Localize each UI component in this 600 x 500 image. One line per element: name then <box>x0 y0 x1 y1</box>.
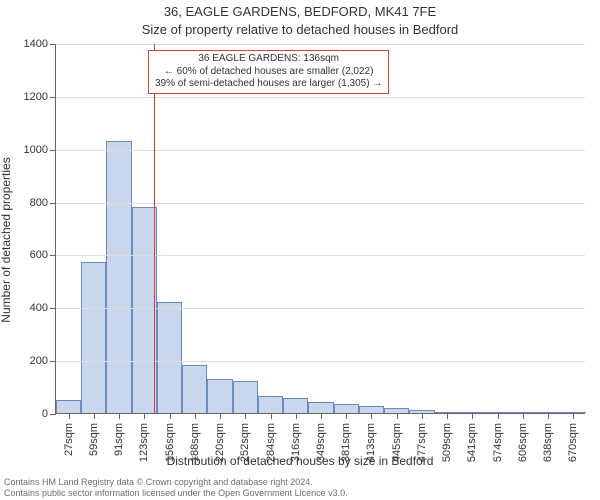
chart-container: 36, EAGLE GARDENS, BEDFORD, MK41 7FE Siz… <box>0 0 600 500</box>
y-tick <box>50 203 56 204</box>
bar <box>258 396 283 413</box>
bar <box>283 398 308 413</box>
gridline <box>56 150 585 151</box>
y-tick <box>50 97 56 98</box>
x-tick-label: 91sqm <box>113 423 125 456</box>
x-tick <box>472 413 473 419</box>
annotation-line: 39% of semi-detached houses are larger (… <box>155 78 382 91</box>
bar <box>334 404 359 413</box>
plot-area: 0200400600800100012001400 27sqm59sqm91sq… <box>55 44 585 414</box>
x-tick <box>523 413 524 419</box>
x-axis-label: Distribution of detached houses by size … <box>0 454 600 468</box>
x-tick <box>69 413 70 419</box>
y-tick-label: 0 <box>8 408 48 420</box>
x-tick <box>573 413 574 419</box>
annotation-line: ← 60% of detached houses are smaller (2,… <box>155 66 382 79</box>
y-tick-label: 800 <box>8 197 48 209</box>
y-tick-label: 600 <box>8 249 48 261</box>
x-tick <box>447 413 448 419</box>
y-tick-label: 200 <box>8 355 48 367</box>
y-tick <box>50 255 56 256</box>
chart-title-line1: 36, EAGLE GARDENS, BEDFORD, MK41 7FE <box>0 4 600 19</box>
bars-layer <box>56 44 585 413</box>
bar <box>81 262 106 413</box>
x-tick <box>422 413 423 419</box>
bar <box>207 379 232 413</box>
x-tick <box>271 413 272 419</box>
bar <box>132 207 157 413</box>
x-tick <box>94 413 95 419</box>
y-tick <box>50 150 56 151</box>
x-tick-label: 59sqm <box>88 423 100 456</box>
bar <box>56 400 81 413</box>
x-tick <box>498 413 499 419</box>
x-tick <box>397 413 398 419</box>
annotation-line: 36 EAGLE GARDENS: 136sqm <box>155 53 382 66</box>
x-tick <box>195 413 196 419</box>
x-tick <box>245 413 246 419</box>
gridline <box>56 97 585 98</box>
chart-title-line2: Size of property relative to detached ho… <box>0 22 600 37</box>
y-axis-label: Number of detached properties <box>0 157 13 322</box>
gridline <box>56 44 585 45</box>
x-tick <box>346 413 347 419</box>
gridline <box>56 361 585 362</box>
y-tick <box>50 361 56 362</box>
x-tick <box>170 413 171 419</box>
gridline <box>56 255 585 256</box>
footer-line1: Contains HM Land Registry data © Crown c… <box>4 477 348 487</box>
bar <box>157 302 182 413</box>
x-tick <box>296 413 297 419</box>
bar <box>308 402 333 413</box>
bar <box>106 141 131 413</box>
gridline <box>56 308 585 309</box>
x-tick <box>119 413 120 419</box>
x-tick <box>371 413 372 419</box>
x-tick <box>220 413 221 419</box>
y-tick-label: 1400 <box>8 38 48 50</box>
bar <box>359 406 384 413</box>
annotation-box: 36 EAGLE GARDENS: 136sqm← 60% of detache… <box>148 50 389 94</box>
x-tick <box>321 413 322 419</box>
marker-line <box>154 44 155 413</box>
bar <box>233 381 258 413</box>
y-tick-label: 1200 <box>8 91 48 103</box>
y-tick <box>50 44 56 45</box>
x-tick <box>548 413 549 419</box>
y-tick <box>50 414 56 415</box>
x-tick <box>144 413 145 419</box>
x-tick-label: 27sqm <box>63 423 75 456</box>
y-tick-label: 1000 <box>8 144 48 156</box>
gridline <box>56 203 585 204</box>
y-tick <box>50 308 56 309</box>
footer-line2: Contains public sector information licen… <box>4 488 348 498</box>
footer-text: Contains HM Land Registry data © Crown c… <box>4 477 348 498</box>
y-tick-label: 400 <box>8 302 48 314</box>
bar <box>182 365 207 413</box>
